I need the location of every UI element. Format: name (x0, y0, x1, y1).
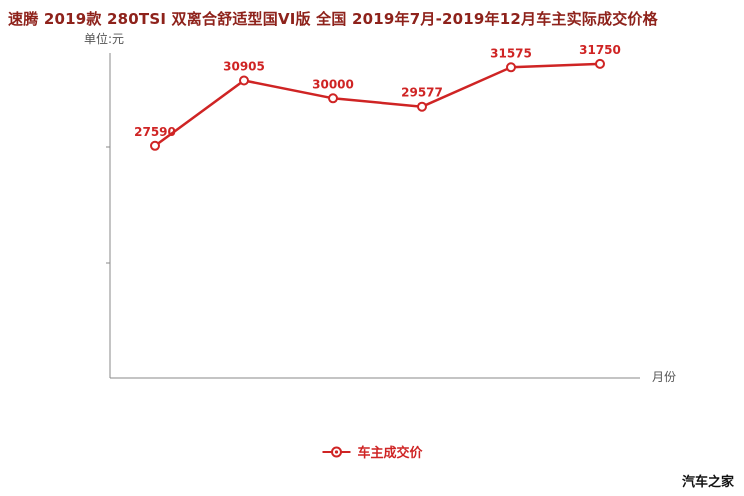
data-point-marker (239, 75, 249, 86)
x-axis-label: 月份 (652, 370, 677, 384)
data-point-label: 27590 (134, 125, 176, 139)
watermark-autohome: 汽车之家 (681, 475, 734, 490)
legend: 车主成交价 (321, 442, 423, 461)
data-point-label: 31750 (579, 43, 621, 57)
price-line (154, 62, 601, 147)
line-chart: 27590 30905 30000 29577 31575 31750 (106, 43, 640, 379)
data-point-marker (506, 62, 516, 73)
data-point-label: 30000 (312, 77, 354, 91)
data-point-marker (595, 58, 605, 69)
y-axis-unit-label: 单位:元 (84, 32, 125, 46)
data-point-marker (328, 93, 338, 104)
data-point-marker (150, 140, 160, 151)
chart-title: 速腾 2019款 280TSI 双离合舒适型国VI版 全国 2019年7月-20… (8, 10, 658, 28)
data-point-label: 31575 (490, 46, 532, 60)
data-point-label: 30905 (223, 60, 265, 74)
data-point-label: 29577 (401, 86, 443, 100)
legend-label: 车主成交价 (357, 446, 423, 461)
legend-line-dot-icon (322, 446, 351, 457)
data-point-marker (417, 101, 427, 112)
